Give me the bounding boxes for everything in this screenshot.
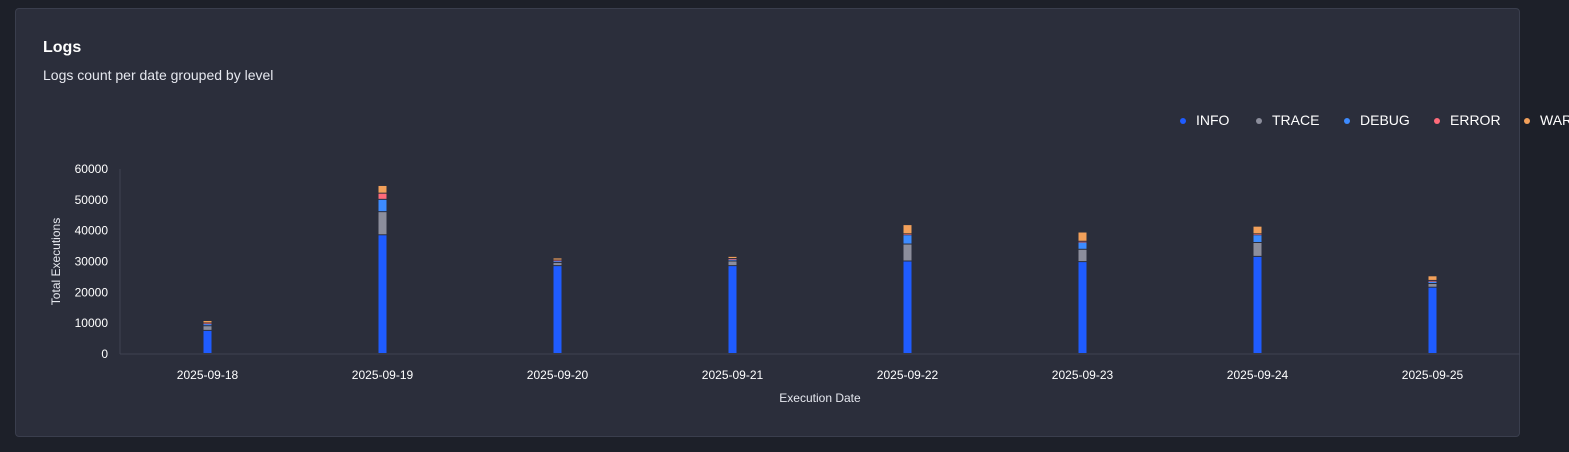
bar-segment-warn[interactable]	[728, 256, 737, 259]
y-tick-label: 20000	[75, 285, 109, 299]
bar-segment-debug[interactable]	[378, 199, 387, 212]
bar-segment-info[interactable]	[1428, 287, 1437, 353]
legend-label: INFO	[1196, 112, 1230, 128]
bar-segment-debug[interactable]	[553, 261, 562, 263]
bar-segment-trace[interactable]	[1428, 284, 1437, 287]
bar-segment-warn[interactable]	[903, 225, 912, 234]
bar-segment-warn[interactable]	[1428, 276, 1437, 280]
x-tick-label: 2025-09-21	[702, 368, 764, 382]
legend-dot-icon	[1256, 118, 1262, 124]
x-tick-label: 2025-09-19	[352, 368, 414, 382]
bar-segment-info[interactable]	[1253, 256, 1262, 353]
bar-segment-error[interactable]	[553, 260, 562, 262]
bar-segment-info[interactable]	[903, 261, 912, 354]
bar-segment-error[interactable]	[903, 234, 912, 235]
bar-segment-warn[interactable]	[203, 321, 212, 323]
card-title: Logs	[43, 39, 82, 56]
legend-label: DEBUG	[1360, 112, 1410, 128]
bar-segment-error[interactable]	[1253, 234, 1262, 235]
x-tick-label: 2025-09-20	[527, 368, 589, 382]
bar-segment-info[interactable]	[203, 330, 212, 353]
y-tick-label: 50000	[75, 193, 109, 207]
bar-segment-warn[interactable]	[553, 258, 562, 260]
bar-segment-warn[interactable]	[1253, 226, 1262, 234]
y-tick-label: 0	[101, 347, 108, 361]
x-tick-label: 2025-09-25	[1402, 368, 1464, 382]
legend-dot-icon	[1434, 118, 1440, 124]
logs-card: Logs Logs count per date grouped by leve…	[15, 8, 1520, 437]
x-tick-label: 2025-09-24	[1227, 368, 1289, 382]
bar-segment-info[interactable]	[553, 266, 562, 353]
card-subtitle: Logs count per date grouped by level	[43, 67, 274, 83]
bar-segment-debug[interactable]	[728, 259, 737, 261]
bar-segment-trace[interactable]	[728, 261, 737, 266]
legend-dot-icon	[1524, 118, 1530, 124]
bar-segment-debug[interactable]	[203, 324, 212, 326]
y-axis-title: Total Executions	[49, 218, 63, 305]
bar-segment-trace[interactable]	[378, 212, 387, 235]
legend-label: WARN	[1540, 112, 1569, 128]
legend-label: ERROR	[1450, 112, 1501, 128]
bar-segment-info[interactable]	[1078, 262, 1087, 353]
bar-segment-error[interactable]	[1078, 241, 1087, 243]
x-tick-label: 2025-09-18	[177, 368, 239, 382]
legend-dot-icon	[1180, 118, 1186, 124]
bar-segment-debug[interactable]	[1078, 242, 1087, 249]
legend-label: TRACE	[1272, 112, 1320, 128]
bar-segment-warn[interactable]	[1078, 232, 1087, 241]
bar-segment-info[interactable]	[378, 235, 387, 353]
bar-segment-warn[interactable]	[378, 185, 387, 193]
chart-legend: INFO TRACE DEBUG ERROR WARN	[64, 112, 1569, 132]
bar-segment-debug[interactable]	[903, 235, 912, 244]
bar-segment-trace[interactable]	[553, 263, 562, 266]
bar-segment-error[interactable]	[203, 323, 212, 325]
y-tick-label: 10000	[75, 316, 109, 330]
bar-segment-trace[interactable]	[1078, 249, 1087, 262]
x-axis-title: Execution Date	[779, 391, 861, 405]
legend-dot-icon	[1344, 118, 1350, 124]
bar-segment-trace[interactable]	[1253, 243, 1262, 256]
bar-segment-trace[interactable]	[903, 244, 912, 261]
y-tick-label: 40000	[75, 224, 109, 238]
bar-segment-error[interactable]	[1428, 280, 1437, 282]
y-tick-label: 60000	[75, 162, 109, 176]
y-tick-label: 30000	[75, 255, 109, 269]
bar-segment-debug[interactable]	[1428, 281, 1437, 284]
x-tick-label: 2025-09-22	[877, 368, 939, 382]
x-tick-label: 2025-09-23	[1052, 368, 1114, 382]
bar-segment-error[interactable]	[728, 259, 737, 260]
bar-segment-error[interactable]	[378, 193, 387, 199]
bar-segment-debug[interactable]	[1253, 235, 1262, 242]
bar-segment-trace[interactable]	[203, 326, 212, 330]
bar-segment-info[interactable]	[728, 266, 737, 353]
